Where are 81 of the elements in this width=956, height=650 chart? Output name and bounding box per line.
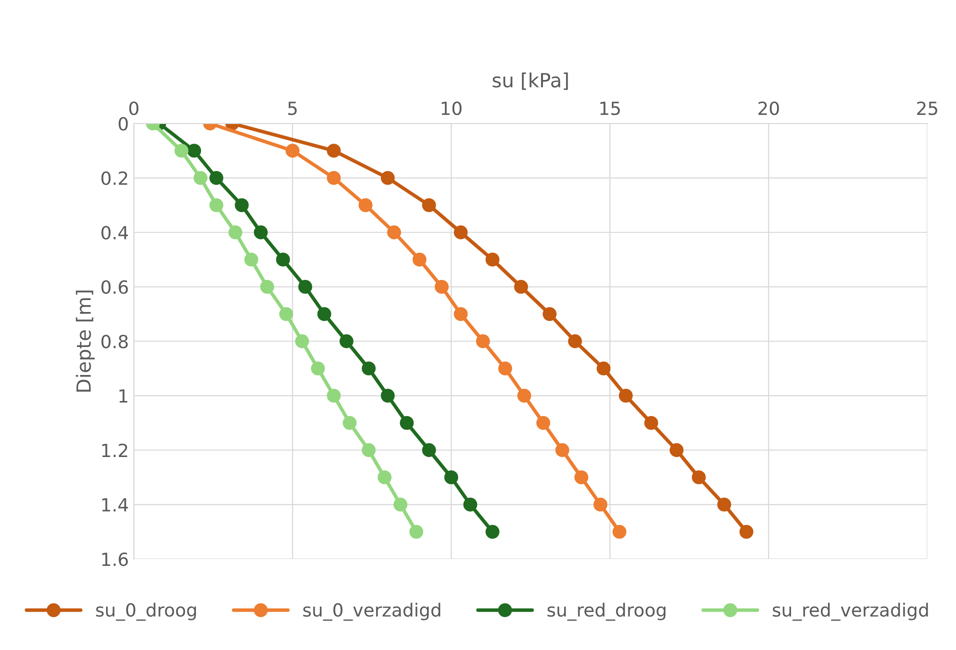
- point: [412, 252, 426, 267]
- point: [295, 334, 310, 348]
- point: [670, 443, 684, 458]
- point: [279, 307, 294, 321]
- point: [362, 362, 376, 376]
- point: [342, 416, 357, 430]
- point: [317, 307, 332, 321]
- point: [358, 198, 372, 212]
- point: [394, 498, 408, 512]
- point: [209, 198, 224, 212]
- y-tick-label: 0.6: [101, 280, 128, 294]
- point: [326, 170, 341, 185]
- legend-label: su_0_verzadigd: [303, 602, 440, 621]
- y-tick-label: 0.4: [101, 226, 128, 240]
- point: [593, 498, 608, 512]
- point: [244, 252, 258, 267]
- point: [444, 470, 458, 484]
- point: [739, 524, 754, 539]
- point: [517, 388, 532, 403]
- point: [476, 334, 490, 348]
- point: [326, 388, 341, 403]
- point: [254, 225, 268, 240]
- legend-label: su_0_droog: [96, 602, 196, 621]
- legend-label: su_red_verzadigd: [772, 602, 928, 621]
- x-tick-label: 10: [442, 101, 462, 116]
- point: [454, 225, 468, 240]
- point: [618, 388, 633, 403]
- point: [380, 388, 395, 403]
- y-tick-label: 1.6: [102, 552, 128, 566]
- point: [187, 144, 202, 158]
- point: [298, 280, 312, 294]
- point: [362, 443, 376, 458]
- legend-label: su_red_droog: [548, 602, 666, 621]
- x-tick-label: 5: [288, 102, 297, 116]
- point: [422, 443, 436, 458]
- point: [340, 334, 354, 348]
- point: [434, 280, 449, 294]
- point: [644, 416, 658, 430]
- point: [596, 362, 611, 376]
- point: [234, 198, 249, 212]
- point: [194, 170, 208, 185]
- y-tick-label: 0.2: [101, 171, 128, 186]
- point: [498, 362, 512, 376]
- point: [209, 170, 224, 185]
- x-tick-label: 0: [129, 101, 138, 116]
- point: [568, 334, 582, 348]
- point: [486, 524, 500, 539]
- y-tick-label: 1: [119, 389, 128, 403]
- point: [400, 416, 414, 430]
- point: [536, 416, 550, 430]
- y-tick-label: 0: [118, 116, 128, 131]
- x-tick-label: 15: [600, 102, 620, 116]
- point: [380, 170, 395, 185]
- point: [555, 443, 570, 458]
- point: [286, 144, 300, 158]
- point: [542, 307, 557, 321]
- point: [454, 307, 468, 321]
- x-tick-label: 20: [758, 101, 779, 116]
- x-tick-label: 25: [917, 101, 938, 116]
- point: [276, 252, 290, 267]
- point: [260, 280, 274, 294]
- point: [692, 470, 706, 484]
- point: [574, 470, 588, 484]
- point: [387, 225, 402, 240]
- y-tick-label: 0.8: [101, 334, 128, 348]
- point: [422, 198, 436, 212]
- point: [326, 144, 341, 158]
- y-tick-label: 1.2: [102, 444, 128, 457]
- point: [378, 470, 392, 484]
- point: [717, 498, 732, 512]
- x-axis-title: su [kPa]: [492, 72, 568, 90]
- point: [612, 524, 626, 539]
- point: [228, 225, 242, 240]
- point: [486, 252, 500, 267]
- y-axis-title: Diepte [m]: [76, 290, 95, 392]
- point: [463, 498, 478, 512]
- point: [174, 144, 188, 158]
- point: [514, 280, 528, 294]
- y-tick-label: 1.4: [102, 498, 128, 512]
- point: [310, 362, 325, 376]
- point: [409, 524, 424, 539]
